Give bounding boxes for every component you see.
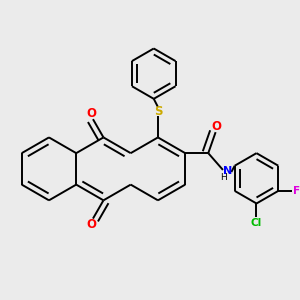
Text: F: F	[292, 186, 300, 196]
Text: Cl: Cl	[251, 218, 262, 228]
Text: S: S	[154, 105, 162, 118]
Text: N: N	[223, 166, 232, 176]
Text: H: H	[220, 173, 227, 182]
Text: O: O	[86, 107, 96, 120]
Text: O: O	[86, 218, 96, 231]
Text: O: O	[212, 120, 222, 133]
